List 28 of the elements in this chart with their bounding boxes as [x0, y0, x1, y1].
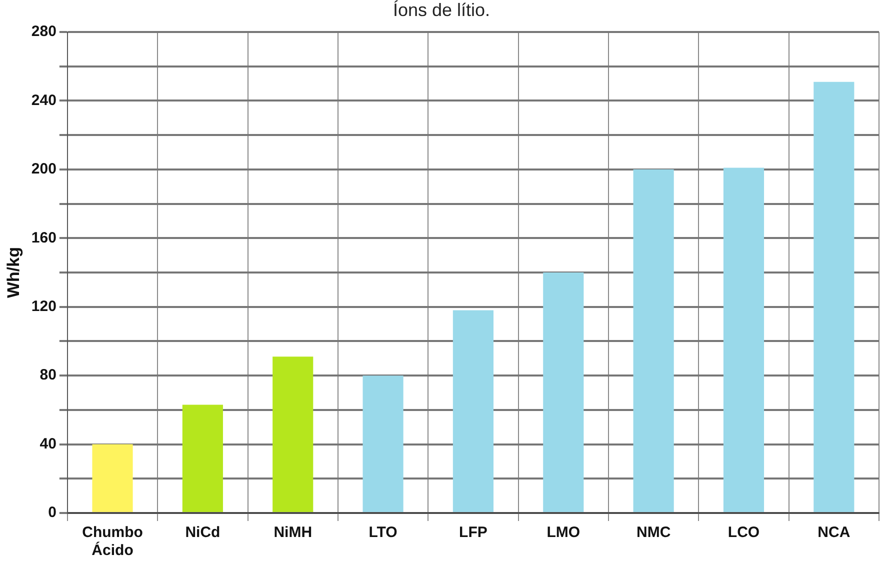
x-tick-label: NiMH — [274, 524, 312, 542]
bar — [814, 82, 854, 512]
x-tick-label: LFP — [459, 524, 488, 542]
y-tick-label: 200 — [31, 160, 56, 178]
bar — [543, 272, 584, 512]
y-axis-title: Wh/kg — [4, 247, 23, 298]
x-tick-label: LCO — [728, 524, 760, 542]
y-tick-label: 120 — [31, 298, 56, 315]
x-tick-label: NCA — [818, 524, 850, 542]
y-tick-label: 240 — [31, 92, 56, 109]
y-tick-label: 40 — [40, 435, 56, 452]
bar — [272, 356, 314, 512]
x-tick-label: LMO — [546, 524, 580, 542]
x-tick-label: LTO — [368, 524, 398, 542]
x-tick-label: NMC — [636, 524, 671, 542]
bar — [92, 444, 133, 512]
bar — [452, 310, 494, 512]
y-tick-label: 160 — [31, 229, 56, 246]
bar — [723, 168, 764, 512]
chart-title: Íons de lítio. — [392, 0, 492, 20]
bar — [362, 376, 404, 512]
bar — [633, 169, 674, 512]
y-tick-label: 0 — [48, 504, 56, 522]
x-tick-label: NiCd — [185, 524, 220, 542]
y-tick-label: 80 — [40, 366, 56, 384]
bar — [182, 404, 223, 512]
x-tick-label: Chumbo Ácido — [82, 524, 143, 560]
y-tick-label: 280 — [31, 23, 56, 40]
